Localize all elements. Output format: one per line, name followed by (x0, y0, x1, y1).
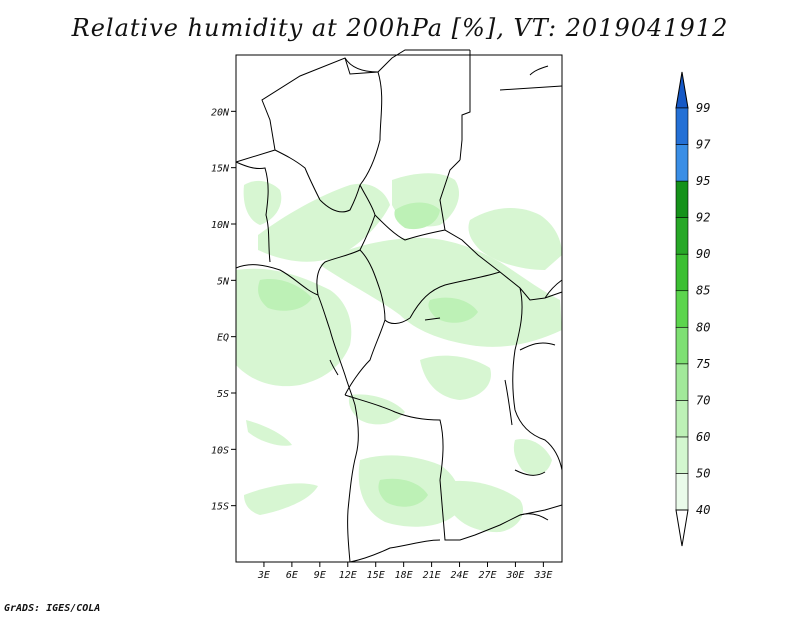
colorbar-box (675, 290, 689, 328)
colorbar-box (675, 107, 689, 145)
lon-tick-label: 15E (367, 570, 385, 581)
lat-tick-label: EQ (217, 333, 229, 344)
lon-tick-label: 18E (395, 570, 413, 581)
lat-tick-label: 5S (217, 389, 229, 400)
colorbar-box (675, 253, 689, 292)
lon-tick-label: 6E (286, 570, 298, 581)
lon-tick-label: 24E (451, 570, 469, 581)
colorbar-label: 50 (696, 466, 710, 480)
colorbar-top-arrow (675, 71, 689, 109)
lon-tick-label: 21E (423, 570, 441, 581)
colorbar-label: 99 (696, 101, 710, 115)
colorbar-label: 95 (696, 174, 710, 188)
colorbar-label: 90 (696, 247, 710, 261)
lat-tick-label: 10S (211, 445, 229, 456)
colorbar: 40 50 60 70 75 80 85 90 92 95 97 99 (675, 71, 711, 547)
grads-credit: GrADS: IGES/COLA (4, 603, 101, 614)
colorbar-label: 40 (696, 503, 710, 517)
lon-tick-label: 12E (339, 570, 357, 581)
colorbar-label: 70 (696, 393, 710, 407)
colorbar-box (675, 473, 689, 511)
lat-tick-label: 5N (217, 276, 230, 287)
colorbar-label: 75 (696, 357, 710, 371)
colorbar-box (675, 400, 689, 438)
humidity-shading (236, 173, 562, 533)
map-title: Relative humidity at 200hPa [%], VT: 201… (71, 14, 729, 42)
colorbar-label: 60 (696, 430, 710, 444)
colorbar-label: 97 (696, 138, 711, 152)
colorbar-box (675, 326, 689, 365)
colorbar-box (675, 144, 689, 182)
colorbar-label: 92 (696, 211, 710, 225)
colorbar-box (675, 363, 689, 401)
lon-tick-label: 3E (257, 570, 270, 581)
map-frame (235, 54, 563, 563)
colorbar-box (675, 436, 689, 474)
lat-tick-label: 15S (211, 502, 229, 513)
lon-tick-label: 9E (314, 570, 326, 581)
lon-tick-label: 33E (533, 570, 552, 581)
lat-tick-label: 15N (211, 164, 230, 175)
colorbar-label: 80 (696, 320, 710, 334)
colorbar-bottom-arrow (675, 509, 689, 547)
colorbar-box (675, 180, 689, 218)
latitude-axis: 20N 15N 10N 5N EQ 5S 10S 15S (211, 107, 236, 513)
colorbar-label: 85 (696, 284, 710, 298)
colorbar-box (675, 217, 689, 255)
humidity-shading-core (258, 202, 478, 507)
longitude-axis: 3E 6E 9E 12E 15E 18E 21E 24E 27E 30E 33E (257, 562, 552, 581)
country-boundaries (235, 49, 563, 563)
lon-tick-label: 27E (478, 570, 496, 581)
lat-tick-label: 10N (211, 220, 230, 231)
lat-tick-label: 20N (211, 107, 230, 118)
lon-tick-label: 30E (505, 570, 524, 581)
